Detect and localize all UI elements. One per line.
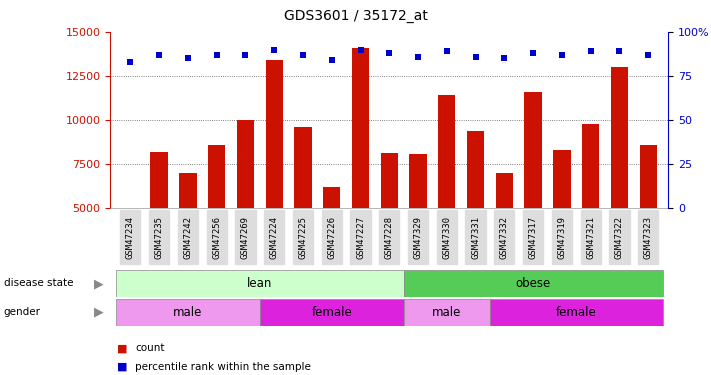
Point (326, 57, 338, 63)
Point (355, 46, 366, 53)
Bar (179, 173, 196, 208)
Text: gender: gender (4, 308, 41, 317)
Bar (352, 48, 369, 208)
Point (182, 56, 193, 62)
Bar (237, 120, 254, 208)
Bar (490, 299, 663, 326)
Point (470, 54, 481, 60)
Bar (611, 67, 628, 208)
Point (412, 54, 424, 60)
Bar (404, 270, 663, 297)
Text: GDS3601 / 35172_at: GDS3601 / 35172_at (284, 9, 427, 23)
Bar (438, 95, 456, 208)
Text: obese: obese (515, 277, 551, 290)
Point (528, 50, 539, 56)
Bar (116, 299, 260, 326)
Point (124, 59, 136, 65)
Bar (294, 127, 311, 208)
Text: male: male (432, 306, 461, 319)
Bar (410, 154, 427, 208)
Text: ■: ■ (117, 362, 128, 372)
Text: ■: ■ (117, 344, 128, 353)
Text: ▶: ▶ (93, 277, 103, 290)
Bar (640, 145, 657, 208)
Point (211, 52, 223, 58)
Bar (266, 60, 283, 208)
Bar (525, 92, 542, 208)
Point (585, 48, 597, 54)
Point (556, 52, 567, 58)
Point (614, 48, 625, 54)
Bar (208, 145, 225, 208)
Text: male: male (173, 306, 203, 319)
Point (441, 48, 452, 54)
Bar (467, 130, 484, 208)
Text: ▶: ▶ (93, 306, 103, 319)
Bar (151, 152, 168, 208)
Bar (260, 299, 404, 326)
Point (154, 52, 165, 58)
Text: count: count (135, 344, 164, 353)
Text: female: female (311, 306, 352, 319)
Bar (323, 187, 341, 208)
Bar (404, 299, 490, 326)
Text: female: female (556, 306, 597, 319)
Bar (116, 270, 404, 297)
Bar (496, 173, 513, 208)
Point (240, 52, 251, 58)
Bar (380, 153, 398, 208)
Point (498, 56, 510, 62)
Point (643, 52, 654, 58)
Text: percentile rank within the sample: percentile rank within the sample (135, 362, 311, 372)
Bar (582, 123, 599, 208)
Point (297, 52, 309, 58)
Text: disease state: disease state (4, 279, 73, 288)
Point (269, 46, 280, 53)
Text: lean: lean (247, 277, 272, 290)
Bar (553, 150, 570, 208)
Point (383, 50, 395, 56)
